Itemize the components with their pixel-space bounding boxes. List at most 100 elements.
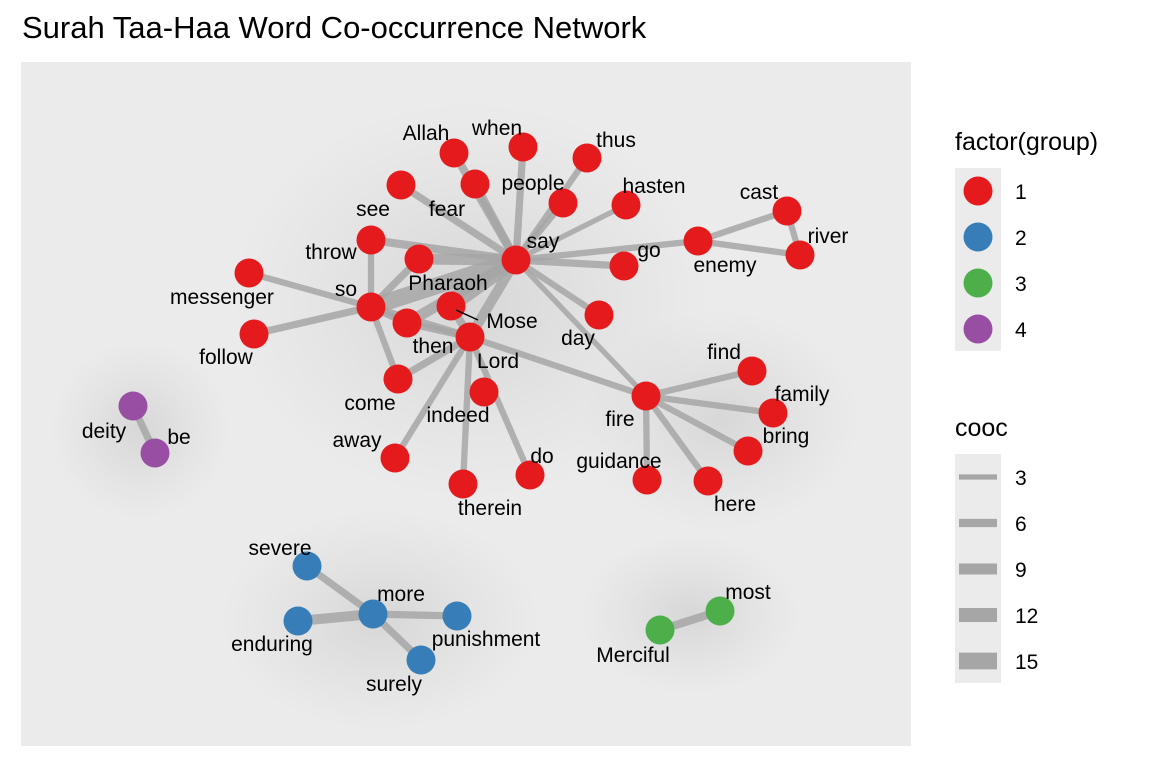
- node-more: [358, 599, 388, 629]
- node-merciful: [645, 615, 675, 645]
- node-allah: [439, 138, 469, 168]
- node-label-indeed: indeed: [426, 404, 489, 427]
- edge-fire-here: [643, 394, 711, 483]
- edge-fire-find: [645, 367, 753, 400]
- node-label-family: family: [775, 383, 830, 406]
- node-label-lord: Lord: [477, 350, 519, 373]
- node-label-find: find: [707, 341, 741, 364]
- node-label-severe: severe: [248, 537, 311, 560]
- node-label-guidance: guidance: [576, 450, 661, 473]
- node-label-river: river: [808, 225, 849, 248]
- node-label-do: do: [530, 445, 553, 468]
- node-guidance: [632, 465, 662, 495]
- node-label-enduring: enduring: [231, 633, 313, 656]
- node-label-say: say: [527, 230, 560, 253]
- edge-fire-bring: [644, 393, 750, 454]
- edge-lord-fire: [468, 334, 648, 399]
- node-label-be: be: [167, 426, 190, 449]
- node-layer: [118, 132, 815, 675]
- node-so: [356, 292, 386, 322]
- node-come: [383, 364, 413, 394]
- edge-lord-away: [392, 335, 473, 460]
- node-lord: [455, 322, 485, 352]
- edge-fire-family: [645, 392, 774, 417]
- node-label-pharaoh: Pharaoh: [408, 272, 487, 295]
- node-label-go: go: [637, 239, 660, 262]
- node-label-therein: therein: [458, 497, 522, 520]
- node-label-then: then: [413, 335, 454, 358]
- edge-lord-do: [467, 335, 533, 477]
- node-messenger: [234, 258, 264, 288]
- legend-color-label-2: 2: [1015, 227, 1027, 250]
- node-hasten: [611, 190, 641, 220]
- node-family: [758, 398, 788, 428]
- node-throw: [356, 225, 386, 255]
- node-away: [380, 443, 410, 473]
- node-fire: [631, 381, 661, 411]
- edge-enemy-cast: [696, 208, 789, 244]
- node-therein: [448, 469, 478, 499]
- legend-color-title: factor(group): [955, 128, 1098, 156]
- node-label-merciful: Merciful: [596, 644, 670, 667]
- node-label-people: people: [501, 172, 564, 195]
- node-surely: [406, 645, 436, 675]
- node-label-come: come: [344, 392, 395, 415]
- label-leader-line: [455, 309, 479, 321]
- node-most: [705, 596, 735, 626]
- node-enduring: [283, 606, 313, 636]
- edge-lord-therein: [459, 336, 474, 485]
- node-label-mose: Mose: [486, 310, 537, 333]
- node-label-so: so: [335, 278, 357, 301]
- legend-color-key-3: [963, 268, 993, 298]
- chart-title: Surah Taa-Haa Word Co-occurrence Network: [22, 10, 647, 45]
- node-deity: [118, 391, 148, 421]
- node-fear: [386, 170, 416, 200]
- node-cast: [772, 196, 802, 226]
- node-indeed: [469, 377, 499, 407]
- legend-width-label-12: 12: [1015, 605, 1038, 628]
- node-then: [392, 308, 422, 338]
- edge-so-messenger: [248, 269, 372, 311]
- node-label-hasten: hasten: [622, 175, 685, 198]
- node-be: [140, 438, 170, 468]
- node-day: [584, 300, 614, 330]
- node-bring: [733, 436, 763, 466]
- legend-width-label-6: 6: [1015, 513, 1027, 536]
- node-label-see: see: [356, 198, 390, 221]
- node-follow: [239, 319, 269, 349]
- node-see: [548, 188, 578, 218]
- node-enemy: [683, 226, 713, 256]
- node-go: [609, 251, 639, 281]
- node-find: [737, 356, 767, 386]
- legend-color-key-4: [963, 314, 993, 344]
- edge-say-fire: [514, 258, 648, 398]
- edge-say-enemy: [515, 237, 699, 264]
- node-label-when: when: [471, 117, 522, 140]
- legend-color-key-1: [963, 176, 993, 206]
- node-label-throw: throw: [305, 241, 357, 264]
- node-label-messenger: messenger: [170, 286, 274, 309]
- node-label-thus: thus: [596, 129, 636, 152]
- node-river: [785, 240, 815, 270]
- edge-say-day: [514, 257, 601, 318]
- edge-say-then: [404, 255, 519, 328]
- node-do: [515, 460, 545, 490]
- legend-width-label-3: 3: [1015, 467, 1027, 490]
- node-mose: [436, 291, 466, 321]
- edge-say-hasten: [514, 202, 628, 263]
- edge-so-follow: [253, 303, 372, 338]
- legend-width-title: cooc: [955, 414, 1008, 442]
- node-here: [693, 466, 723, 496]
- legend-width-label-9: 9: [1015, 559, 1027, 582]
- label-layer: say Allah when thus people fear see hasten throw…: [82, 117, 849, 696]
- edge-enemy-river: [697, 237, 801, 259]
- legend-color-label-1: 1: [1015, 181, 1027, 204]
- node-label-away: away: [332, 429, 382, 452]
- node-label-day: day: [561, 327, 595, 350]
- node-punishment: [442, 601, 472, 631]
- node-label-fire: fire: [605, 408, 634, 431]
- edge-say-fear: [399, 181, 518, 264]
- node-label-enemy: enemy: [693, 254, 757, 277]
